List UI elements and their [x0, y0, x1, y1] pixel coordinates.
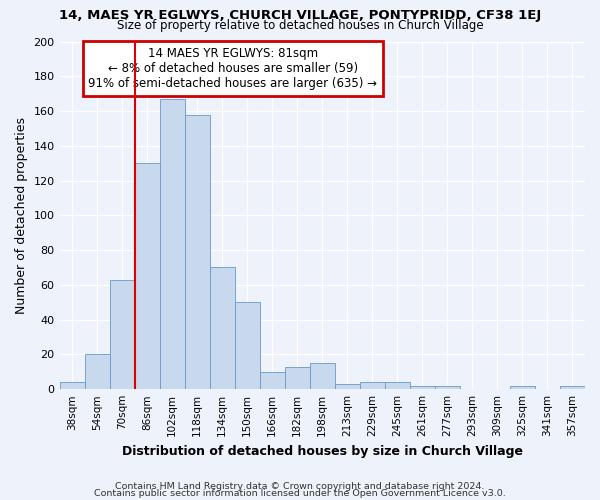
Bar — [310, 363, 335, 389]
Bar — [335, 384, 360, 389]
Bar — [360, 382, 385, 389]
Bar — [209, 268, 235, 389]
Text: Contains HM Land Registry data © Crown copyright and database right 2024.: Contains HM Land Registry data © Crown c… — [115, 482, 485, 491]
Bar — [59, 382, 85, 389]
Y-axis label: Number of detached properties: Number of detached properties — [15, 117, 28, 314]
Text: 14 MAES YR EGLWYS: 81sqm
← 8% of detached houses are smaller (59)
91% of semi-de: 14 MAES YR EGLWYS: 81sqm ← 8% of detache… — [88, 46, 377, 90]
Text: 14, MAES YR EGLWYS, CHURCH VILLAGE, PONTYPRIDD, CF38 1EJ: 14, MAES YR EGLWYS, CHURCH VILLAGE, PONT… — [59, 9, 541, 22]
Bar — [85, 354, 110, 389]
Text: Contains public sector information licensed under the Open Government Licence v3: Contains public sector information licen… — [94, 490, 506, 498]
Bar — [285, 366, 310, 389]
Bar — [260, 372, 285, 389]
Bar — [435, 386, 460, 389]
Bar — [235, 302, 260, 389]
Bar — [160, 99, 185, 389]
Bar — [185, 114, 209, 389]
Bar — [560, 386, 585, 389]
Bar — [410, 386, 435, 389]
Bar — [385, 382, 410, 389]
Bar — [134, 163, 160, 389]
X-axis label: Distribution of detached houses by size in Church Village: Distribution of detached houses by size … — [122, 444, 523, 458]
Bar — [110, 280, 134, 389]
Text: Size of property relative to detached houses in Church Village: Size of property relative to detached ho… — [116, 19, 484, 32]
Bar — [510, 386, 535, 389]
